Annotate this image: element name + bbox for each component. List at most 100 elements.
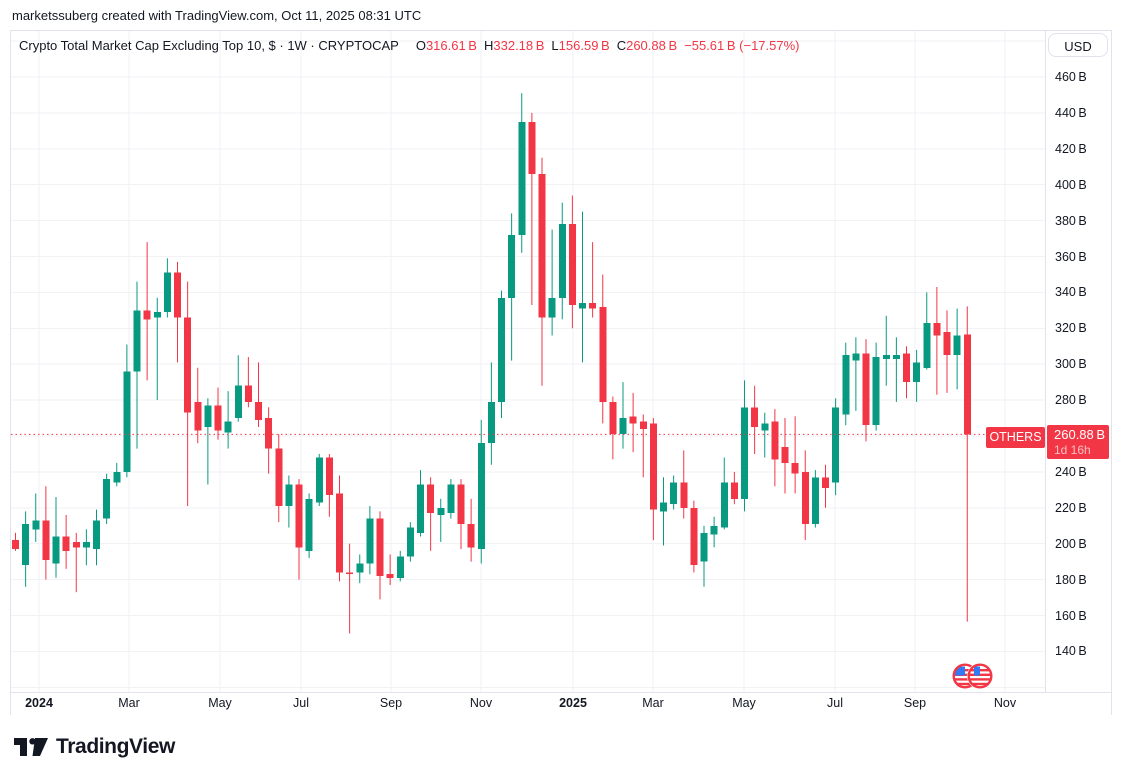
time-tick-label: Mar <box>642 696 664 710</box>
candle-body <box>295 484 303 548</box>
candle-body <box>103 479 111 519</box>
tradingview-logo-icon <box>14 738 48 756</box>
time-tick-label: May <box>732 696 756 710</box>
time-tick-label: Sep <box>903 696 927 710</box>
candle-body <box>376 518 384 577</box>
candle-body <box>538 173 546 318</box>
candle-body <box>477 443 485 550</box>
candle-body <box>892 355 900 359</box>
candle-body <box>52 536 60 564</box>
candle-body <box>649 423 657 510</box>
ohlc-value: 260.88 B <box>626 38 678 53</box>
price-tick-label: 140 B <box>1055 644 1087 659</box>
price-tick-label: 160 B <box>1055 608 1087 623</box>
price-axis[interactable]: 460 B 440 B 420 B 400 B 380 B 360 B 340 B 320 B… <box>1045 31 1110 692</box>
candle-body <box>518 121 526 235</box>
price-tick-label: 420 B <box>1055 141 1087 156</box>
tradingview-logo-text: TradingView <box>56 735 175 758</box>
candle-body <box>406 527 414 557</box>
time-tick-label: Nov <box>469 696 493 710</box>
candle-body <box>72 541 80 548</box>
candle-body <box>953 335 961 356</box>
candle-body <box>224 421 232 433</box>
candle-body <box>12 540 19 550</box>
ohlc-prefix: L <box>551 38 559 53</box>
price-tick-label: 380 B <box>1055 213 1087 228</box>
candle-body <box>305 498 313 551</box>
price-tick-label: 200 B <box>1055 536 1087 551</box>
candle-body <box>599 306 607 402</box>
time-tick-label: 2024 <box>25 696 53 710</box>
symbol-title: Crypto Total Market Cap Excluding Top 10… <box>19 38 399 53</box>
price-tick-label: 340 B <box>1055 285 1087 300</box>
candle-body <box>619 418 627 435</box>
candle-body <box>22 523 30 566</box>
candle-body <box>174 272 181 318</box>
candle-body <box>143 310 151 320</box>
candle-body <box>801 471 809 524</box>
candle-body <box>386 574 394 578</box>
currency-selector-button[interactable]: USD <box>1048 33 1108 57</box>
candle-body <box>396 556 404 578</box>
price-tick-label: 180 B <box>1055 572 1087 587</box>
time-tick-label: Jul <box>827 696 843 710</box>
price-tick-label: 220 B <box>1055 500 1087 515</box>
candle-body <box>791 462 799 474</box>
candle-body <box>204 405 212 428</box>
candle-body <box>943 331 951 356</box>
price-tick-label: 400 B <box>1055 177 1087 192</box>
candle-body <box>771 421 779 460</box>
ohlc-prefix: O <box>415 38 426 53</box>
candle-body <box>933 322 941 336</box>
candle-body <box>761 423 769 431</box>
candle-body <box>639 421 647 429</box>
price-tick-label: 320 B <box>1055 321 1087 336</box>
candle-body <box>609 401 617 435</box>
candle-body <box>417 484 424 533</box>
candle-body <box>275 448 283 507</box>
candle-body <box>82 541 90 548</box>
price-line-symbol-badge: OTHERS <box>986 427 1045 449</box>
us-flag-event-icon <box>967 663 993 689</box>
candle-body <box>163 272 171 313</box>
ohlc-value: 156.59 B <box>558 38 610 53</box>
candle-body <box>487 401 495 444</box>
current-price-value: 260.88 B <box>1054 427 1106 443</box>
candle-body <box>913 362 921 383</box>
candle-body <box>720 482 728 528</box>
candle-body <box>670 482 678 505</box>
candle-body <box>963 334 971 435</box>
candle-body <box>822 477 829 489</box>
candle-body <box>467 523 475 548</box>
candle-body <box>123 371 131 472</box>
candle-body <box>903 353 910 383</box>
time-tick-label: 2025 <box>559 696 587 710</box>
candlestick-plot[interactable] <box>11 31 1045 692</box>
price-tick-label: 240 B <box>1055 464 1087 479</box>
us-economic-event-icons[interactable] <box>951 660 997 692</box>
time-tick-label: May <box>208 696 232 710</box>
candle-body <box>781 446 789 463</box>
time-axis[interactable]: 2024 Mar May Jul Sep Nov 2025 Mar May Jul Sep Nov <box>11 692 1111 715</box>
candle-body <box>548 297 556 318</box>
candle-body <box>710 525 718 535</box>
tradingview-logo-link[interactable]: TradingView <box>13 729 175 765</box>
candle-body <box>852 353 860 361</box>
candle-body <box>153 312 161 318</box>
candle-body <box>730 482 738 499</box>
candle-body <box>741 407 748 499</box>
candle-body <box>872 357 880 426</box>
ohlc-prefix: H <box>483 38 494 53</box>
candle-body <box>700 532 708 562</box>
candle-body <box>690 507 698 566</box>
candle-body <box>42 520 50 560</box>
symbol-legend[interactable]: Crypto Total Market Cap Excluding Top 10… <box>19 38 800 53</box>
chart-frame: Crypto Total Market Cap Excluding Top 10… <box>10 30 1112 715</box>
price-tick-label: 460 B <box>1055 70 1087 84</box>
candle-body <box>842 355 850 415</box>
candle-body <box>285 484 293 507</box>
candle-body <box>498 297 505 402</box>
candle-body <box>194 401 202 431</box>
candle-body <box>558 224 566 298</box>
candle-body <box>234 385 242 419</box>
